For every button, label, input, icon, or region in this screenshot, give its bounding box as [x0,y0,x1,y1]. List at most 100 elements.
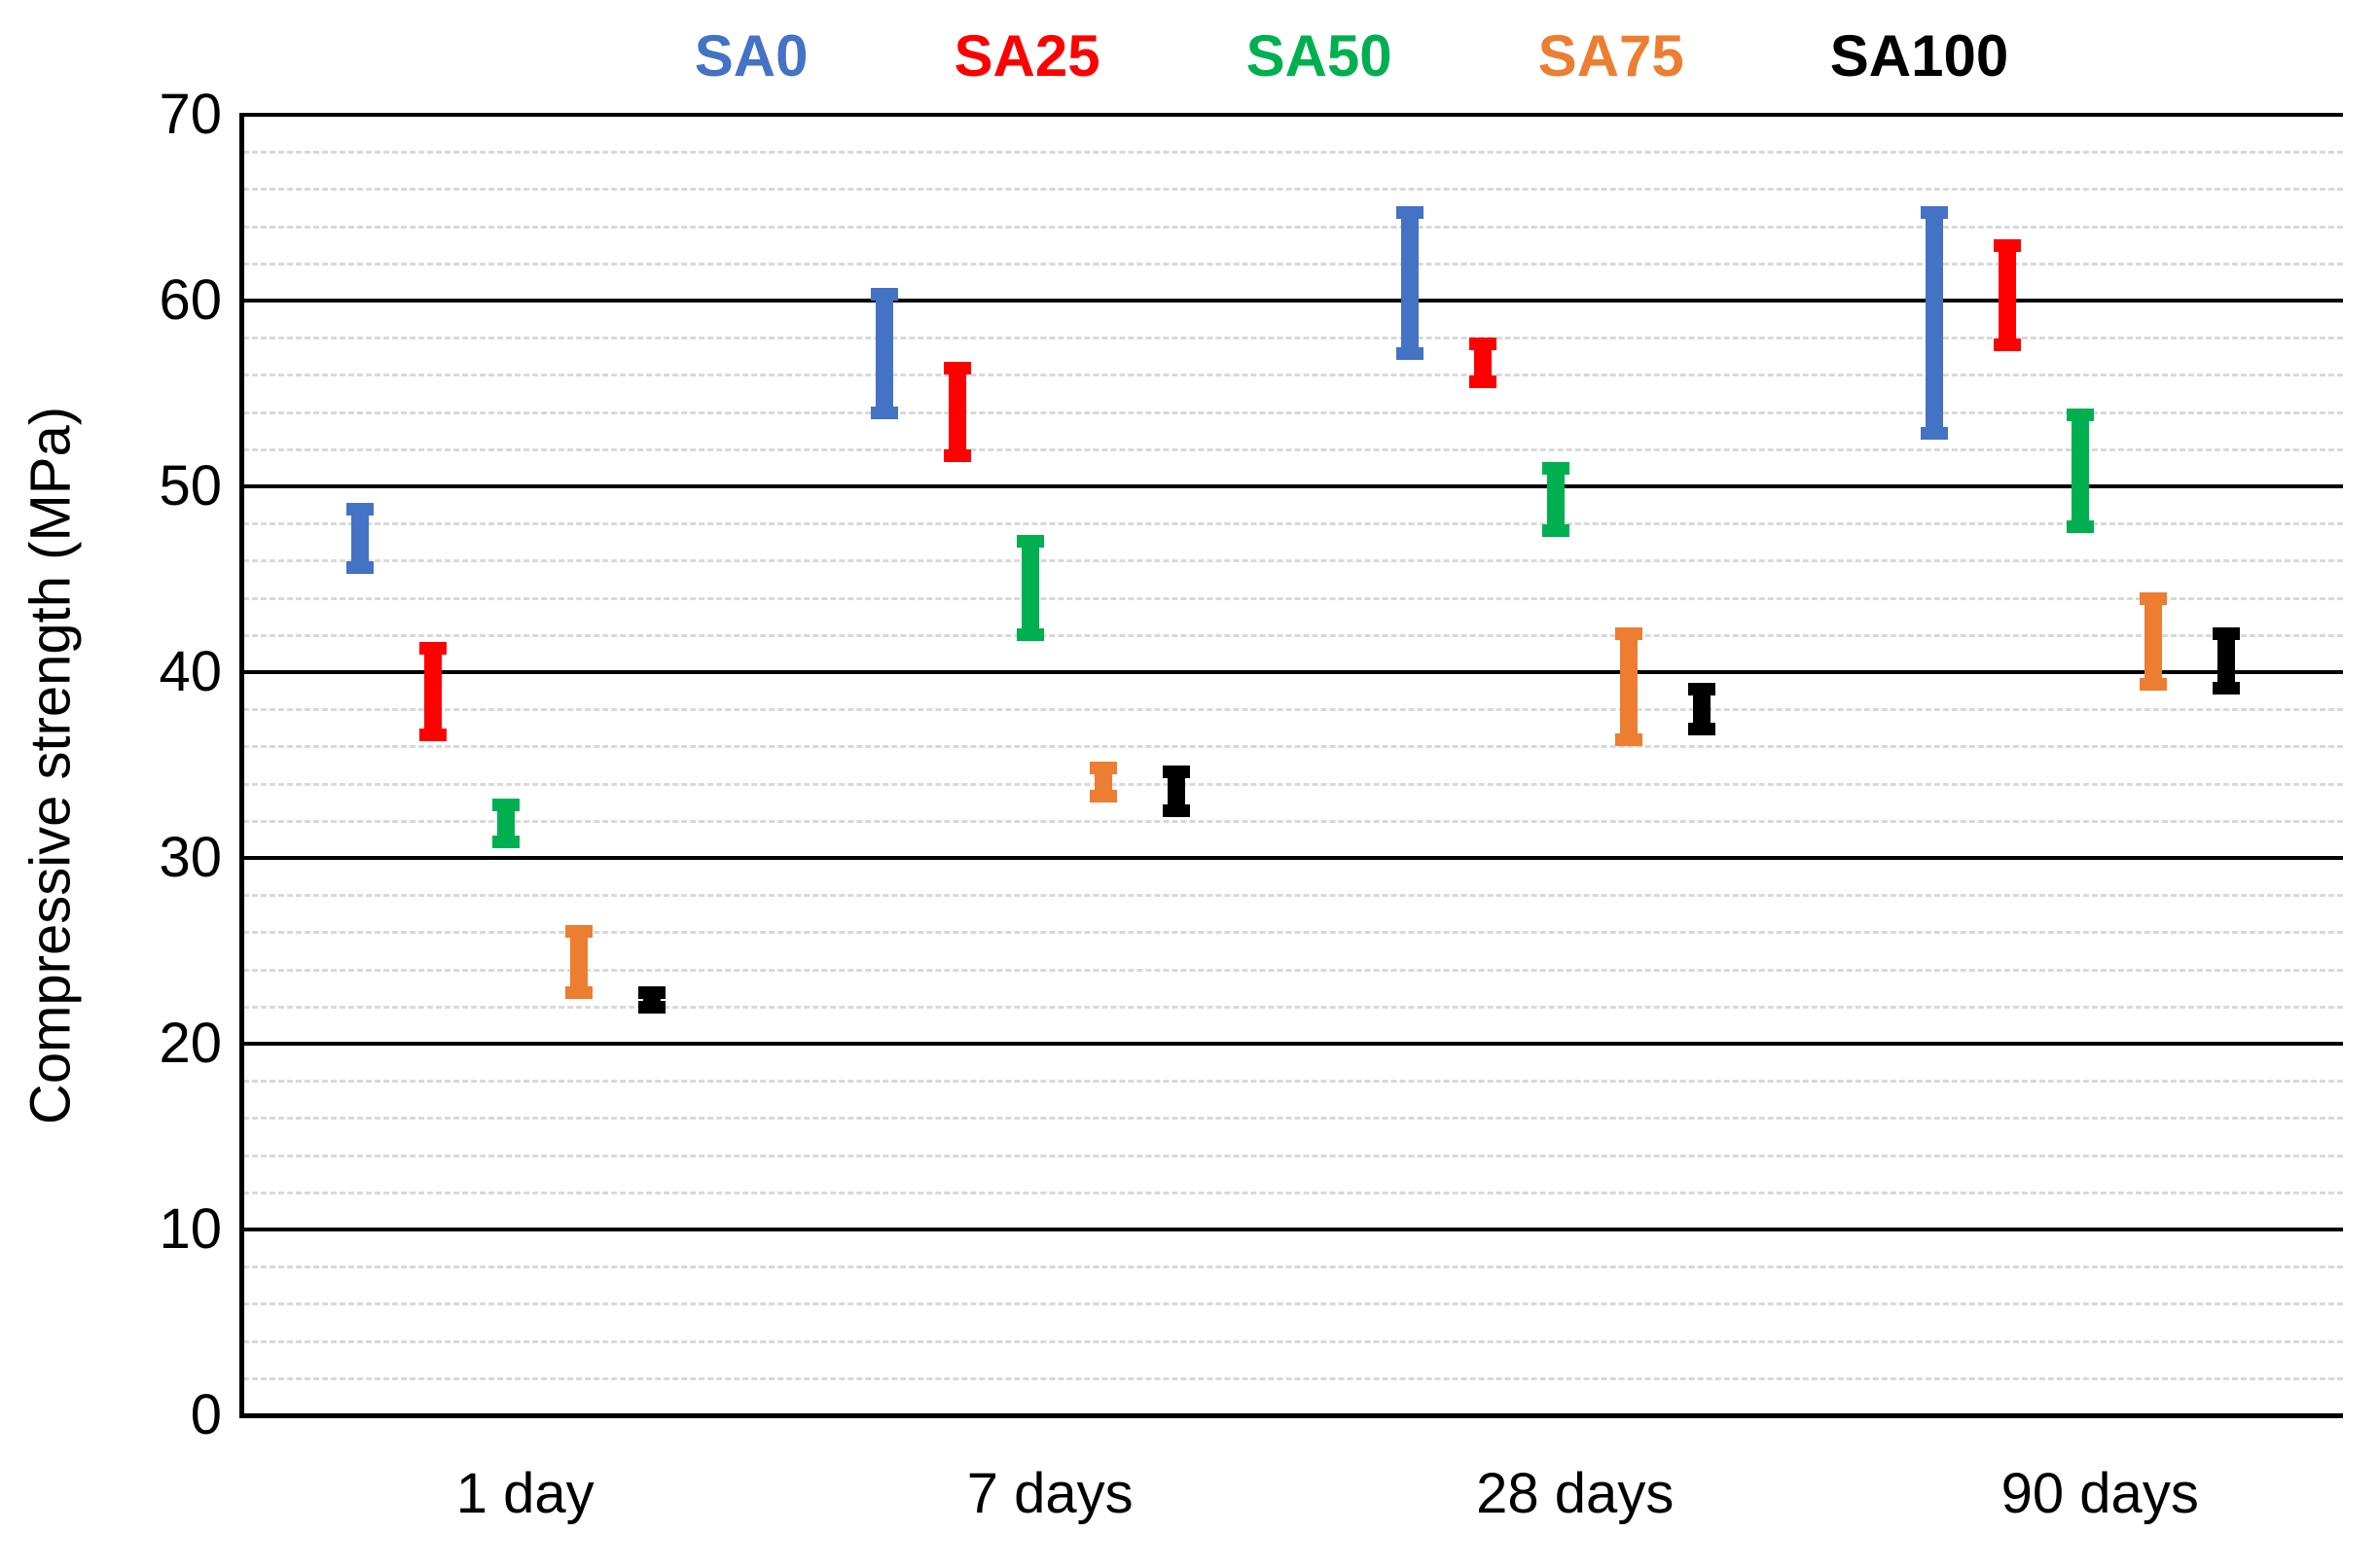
minor-gridline [243,931,2343,935]
y-tick-label: 10 [159,1197,222,1261]
minor-gridline [243,1265,2343,1269]
range-bar-cap-bottom [1687,722,1715,735]
range-bar-cap-top [1614,627,1642,641]
range-bar-cap-bottom [1468,374,1496,388]
minor-gridline [243,1376,2343,1380]
range-bar-SA25-1-day [423,642,442,741]
range-bar-cap-bottom [2067,519,2095,533]
range-bar-cap-top [2213,627,2241,641]
minor-gridline [243,1154,2343,1158]
minor-gridline [243,894,2343,898]
range-bar-cap-bottom [345,560,374,574]
x-axis-line [243,1413,2343,1418]
minor-gridline [243,1191,2343,1194]
range-bar-cap-top [418,642,447,656]
major-gridline [243,299,2343,303]
minor-gridline [243,262,2343,266]
range-bar-cap-bottom [1994,338,2022,351]
legend-item-SA100: SA100 [1829,22,2009,89]
chart-legend: SA0 SA25 SA50 SA75 SA100 [243,18,2343,93]
range-bar-cap-top [564,924,593,938]
minor-gridline [243,1302,2343,1306]
x-tick-label: 90 days [2000,1462,2199,1525]
range-bar-cap-bottom [418,728,447,741]
minor-gridline [243,151,2343,155]
major-gridline [243,1228,2343,1231]
range-bar-SA0-90-days [1926,205,1944,441]
range-bar-cap-bottom [564,986,593,1000]
x-tick-label: 7 days [966,1462,1134,1525]
legend-item-SA50: SA50 [1245,22,1392,89]
major-gridline [243,856,2343,860]
range-bar-cap-top [1163,765,1191,778]
range-bar-cap-bottom [491,836,520,849]
minor-gridline [243,1005,2343,1009]
range-bar-cap-top [2140,591,2168,605]
range-bar-SA25-7-days [949,362,967,463]
minor-gridline [243,968,2343,972]
y-tick-label: 0 [190,1383,222,1446]
legend-item-SA75: SA75 [1537,22,1684,89]
range-bar-cap-bottom [2140,678,2168,692]
range-bar-cap-bottom [1090,789,1118,802]
range-bar-cap-bottom [1163,803,1191,817]
range-bar-cap-top [1994,238,2022,252]
legend-item-SA0: SA0 [694,22,809,89]
range-bar-cap-bottom [637,1001,666,1015]
y-tick-label: 30 [159,826,222,889]
range-bar-cap-top [1017,534,1045,548]
range-bar-cap-top [345,503,374,517]
range-bar-cap-bottom [1541,523,1569,537]
y-tick-label: 20 [159,1012,222,1075]
minor-gridline [243,745,2343,749]
range-bar-SA75-28-days [1619,627,1638,747]
y-tick-label: 50 [159,454,222,517]
range-bar-SA100-7-days [1168,765,1186,817]
range-bar-cap-top [1395,205,1423,219]
minor-gridline [243,337,2343,340]
range-bar-SA100-90-days [2217,627,2236,695]
y-tick-label: 40 [159,640,222,703]
range-bar-cap-top [637,985,666,999]
minor-gridline [243,596,2343,600]
minor-gridline [243,708,2343,712]
range-bar-SA25-90-days [1999,238,2017,351]
range-bar-SA0-1-day [350,503,369,574]
range-bar-cap-top [491,798,520,811]
minor-gridline [243,1117,2343,1121]
range-bar-SA0-28-days [1400,205,1419,361]
minor-gridline [243,447,2343,451]
x-tick-label: 28 days [1476,1462,1675,1525]
range-bar-SA50-7-days [1022,534,1040,641]
minor-gridline [243,782,2343,786]
range-bar-cap-top [1541,462,1569,476]
range-bar-cap-bottom [2213,681,2241,695]
y-tick-label: 60 [159,268,222,332]
range-bar-SA50-90-days [2072,408,2090,533]
minor-gridline [243,410,2343,414]
range-bar-cap-top [2067,408,2095,421]
range-bar-cap-top [1921,205,1949,219]
minor-gridline [243,559,2343,563]
major-gridline [243,1042,2343,1046]
x-tick-label: 1 day [455,1462,594,1525]
minor-gridline [243,374,2343,377]
minor-gridline [243,633,2343,637]
range-bar-cap-top [1468,338,1496,351]
range-bar-SA0-7-days [876,287,894,420]
range-bar-SA50-28-days [1546,462,1565,537]
range-bar-cap-top [944,362,972,375]
range-bar-SA75-90-days [2144,591,2163,692]
minor-gridline [243,188,2343,192]
range-bar-cap-bottom [1921,427,1949,441]
range-bar-SA100-28-days [1692,683,1711,735]
legend-item-SA25: SA25 [954,22,1100,89]
range-bar-cap-bottom [944,449,972,463]
y-axis-line [239,113,244,1418]
minor-gridline [243,1080,2343,1084]
major-gridline [243,484,2343,488]
range-bar-cap-bottom [1017,627,1045,641]
range-bar-SA75-1-day [569,924,588,1000]
